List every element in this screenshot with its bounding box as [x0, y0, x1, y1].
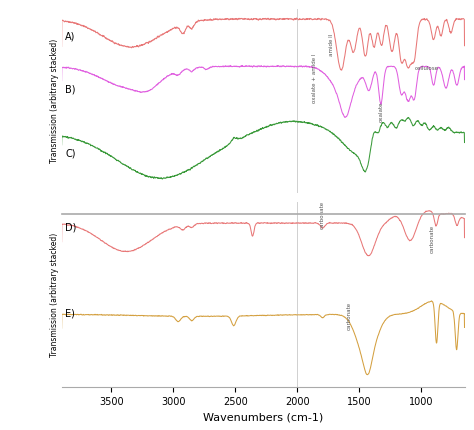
Text: carbonate: carbonate — [346, 301, 352, 329]
Y-axis label: Transmission (arbitrary stacked): Transmission (arbitrary stacked) — [50, 39, 59, 163]
Text: A): A) — [65, 32, 76, 42]
Text: oxalate + amide I: oxalate + amide I — [312, 54, 317, 103]
X-axis label: Wavenumbers (cm-1): Wavenumbers (cm-1) — [203, 412, 323, 422]
Text: E): E) — [65, 308, 75, 318]
Text: amide II: amide II — [329, 34, 334, 56]
Text: C): C) — [65, 148, 76, 158]
Text: oxalate: oxalate — [378, 101, 383, 122]
Text: cellulose: cellulose — [415, 66, 439, 71]
Text: D): D) — [65, 222, 77, 232]
Text: B): B) — [65, 84, 76, 94]
Text: carbonate: carbonate — [430, 225, 435, 253]
Text: carbonate: carbonate — [319, 200, 325, 229]
Y-axis label: Transmission (arbitrary stacked): Transmission (arbitrary stacked) — [50, 233, 59, 357]
